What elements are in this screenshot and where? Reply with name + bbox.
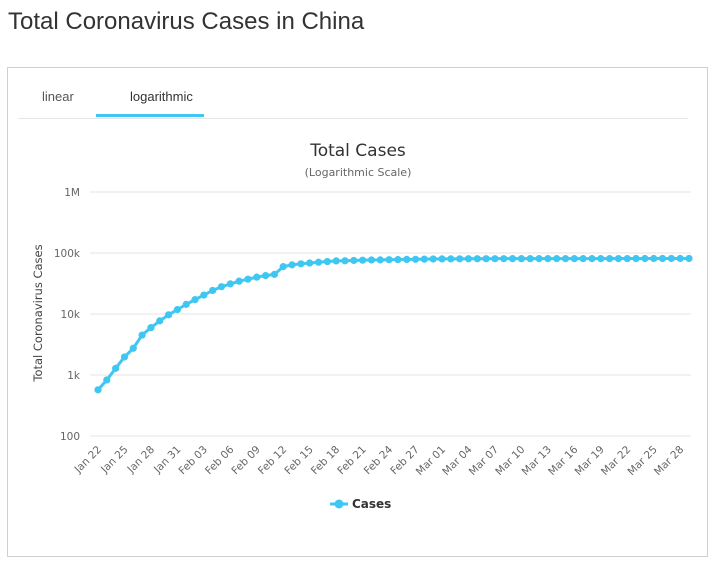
legend[interactable]: Cases (330, 497, 391, 511)
data-point[interactable] (535, 255, 543, 263)
x-tick-label: Feb 18 (309, 444, 342, 477)
data-point[interactable] (676, 254, 684, 263)
data-point[interactable] (138, 331, 146, 339)
data-point[interactable] (182, 300, 190, 308)
data-point[interactable] (120, 353, 129, 361)
data-point[interactable] (288, 261, 296, 269)
data-point[interactable] (500, 255, 508, 263)
data-point[interactable] (94, 386, 102, 394)
chart-panel: linear logarithmic Total Cases (Logarith… (7, 67, 708, 557)
data-point[interactable] (482, 255, 490, 263)
tab-logarithmic[interactable]: logarithmic (130, 89, 193, 104)
legend-label-cases[interactable]: Cases (352, 497, 391, 511)
data-point[interactable] (658, 254, 667, 263)
data-point[interactable] (544, 255, 552, 263)
data-point[interactable] (173, 306, 181, 314)
x-tick-label: Mar 28 (652, 444, 686, 478)
data-point[interactable] (297, 260, 305, 268)
data-point[interactable] (464, 255, 473, 263)
data-point[interactable] (570, 255, 578, 263)
data-point[interactable] (685, 254, 693, 263)
chart-subtitle: (Logarithmic Scale) (305, 166, 412, 179)
x-tick-label: Jan 22 (72, 444, 104, 476)
x-tick-label: Jan 25 (98, 444, 130, 476)
data-point[interactable] (253, 273, 261, 281)
data-point[interactable] (517, 255, 525, 263)
chart-title: Total Cases (309, 141, 406, 161)
data-point[interactable] (526, 255, 534, 263)
data-point[interactable] (147, 324, 155, 332)
data-point[interactable] (447, 255, 455, 263)
data-point[interactable] (279, 263, 287, 271)
data-point[interactable] (597, 254, 605, 263)
data-point[interactable] (156, 317, 164, 325)
data-point[interactable] (456, 255, 464, 263)
data-point[interactable] (226, 280, 234, 288)
data-point[interactable] (244, 275, 252, 283)
data-point[interactable] (385, 256, 393, 264)
data-point[interactable] (332, 257, 340, 265)
data-point[interactable] (438, 255, 446, 263)
data-point[interactable] (411, 255, 420, 263)
data-point[interactable] (191, 296, 199, 304)
data-point[interactable] (394, 255, 402, 264)
data-point[interactable] (306, 259, 314, 267)
data-point[interactable] (623, 254, 631, 263)
data-point[interactable] (588, 255, 596, 263)
scale-tabs: linear logarithmic (18, 68, 688, 119)
data-point[interactable] (579, 255, 587, 263)
data-point[interactable] (606, 254, 614, 263)
data-point[interactable] (359, 256, 367, 264)
data-point[interactable] (235, 277, 243, 285)
data-point[interactable] (367, 256, 376, 264)
data-point[interactable] (314, 258, 323, 266)
data-point[interactable] (641, 254, 649, 263)
data-point[interactable] (403, 255, 411, 264)
data-point[interactable] (217, 283, 226, 291)
data-point[interactable] (650, 254, 658, 263)
x-tick-label: Feb 03 (177, 444, 210, 477)
y-tick-label: 100 (60, 431, 80, 443)
x-tick-label: Feb 12 (256, 444, 289, 477)
data-point[interactable] (112, 364, 120, 372)
data-point[interactable] (323, 257, 331, 266)
data-point[interactable] (614, 254, 623, 263)
data-point[interactable] (341, 257, 349, 265)
series-line-cases (96, 256, 690, 391)
legend-marker-icon (334, 499, 344, 509)
data-point[interactable] (420, 255, 428, 263)
x-tick-label: Feb 09 (229, 444, 262, 477)
x-tick-label: Feb 15 (282, 444, 315, 477)
data-point[interactable] (553, 255, 561, 263)
x-tick-label: Feb 21 (335, 444, 368, 477)
page-title: Total Coronavirus Cases in China (8, 8, 365, 35)
y-tick-label: 1M (64, 187, 80, 199)
data-point[interactable] (129, 344, 137, 352)
y-tick-label: 10k (61, 309, 81, 321)
data-point[interactable] (508, 255, 517, 263)
data-point[interactable] (473, 255, 481, 263)
cases-chart: Total Cases (Logarithmic Scale) Total Co… (31, 141, 693, 511)
active-tab-indicator (96, 114, 204, 117)
data-point[interactable] (376, 256, 384, 264)
data-point[interactable] (103, 376, 111, 384)
data-point[interactable] (491, 255, 499, 263)
data-point[interactable] (667, 254, 675, 263)
data-point[interactable] (632, 254, 640, 263)
data-point[interactable] (429, 255, 437, 263)
data-point[interactable] (561, 255, 570, 263)
y-tick-label: 100k (54, 248, 81, 260)
data-point[interactable] (164, 311, 173, 319)
data-point[interactable] (200, 291, 208, 299)
y-tick-label: 1k (67, 370, 81, 382)
data-point[interactable] (270, 270, 279, 278)
y-axis-label: Total Coronavirus Cases (31, 244, 45, 382)
data-point[interactable] (262, 271, 270, 280)
tab-linear[interactable]: linear (42, 89, 74, 104)
data-point[interactable] (209, 286, 217, 295)
data-point[interactable] (350, 256, 358, 265)
x-tick-label: Jan 28 (125, 444, 157, 476)
